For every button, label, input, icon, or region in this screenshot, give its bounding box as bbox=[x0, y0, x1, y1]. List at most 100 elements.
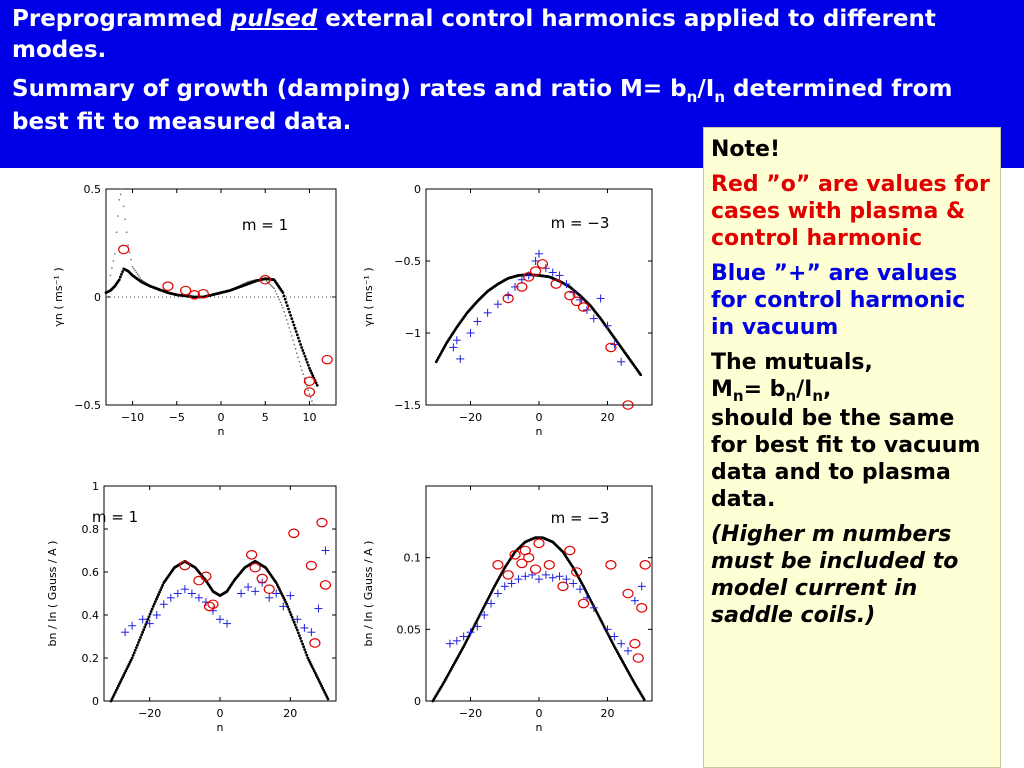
y-tick-label: 0 bbox=[92, 695, 99, 708]
vacuum-point bbox=[456, 354, 465, 363]
fit-curve-point bbox=[117, 278, 121, 282]
chart-mutual-m-3: 0 0.05 0.1 −20 0 20 n bn / In ( Gauss / A ) m = … bbox=[362, 485, 653, 734]
fit-curve-point bbox=[270, 285, 273, 287]
vacuum-point bbox=[449, 343, 458, 352]
plot-frame bbox=[105, 188, 337, 406]
plasma-point bbox=[188, 290, 201, 300]
vacuum-point bbox=[576, 295, 585, 304]
chart-mutual-m1: 0 0.2 0.4 0.6 0.8 1 −20 0 20 n bn / In ( Gauss / A… bbox=[46, 480, 337, 734]
fit-curve-point bbox=[309, 396, 312, 399]
vacuum-point bbox=[603, 321, 612, 330]
plasma-point bbox=[197, 288, 209, 299]
fit-curve-point bbox=[118, 199, 121, 201]
fit-curve-point bbox=[138, 275, 140, 277]
fit-curve-point bbox=[306, 363, 310, 367]
vacuum-point bbox=[507, 579, 516, 588]
fit-curve-point bbox=[156, 595, 159, 599]
fit-curve-point bbox=[109, 274, 112, 277]
vacuum-point bbox=[589, 314, 598, 323]
vacuum-point bbox=[555, 572, 564, 581]
fit-curve-point bbox=[326, 697, 330, 701]
y-axis-label: γn ( ms⁻¹ ) bbox=[52, 267, 65, 326]
vacuum-point bbox=[617, 357, 626, 366]
plasma-point bbox=[622, 400, 634, 410]
fit-curve-point bbox=[301, 369, 303, 371]
fit-curve-point bbox=[139, 635, 142, 639]
fit-curve-point bbox=[642, 697, 646, 701]
plasma-point bbox=[263, 584, 275, 594]
fit-curve-point bbox=[269, 283, 272, 286]
vacuum-point bbox=[251, 587, 260, 596]
vacuum-point bbox=[244, 583, 253, 592]
fit-curve-point bbox=[277, 295, 279, 298]
fit-curve-point bbox=[265, 280, 268, 282]
vacuum-point bbox=[562, 575, 571, 584]
fit-curve-point bbox=[283, 598, 287, 602]
vacuum-point bbox=[514, 575, 523, 584]
fit-curve-point bbox=[302, 645, 306, 649]
plasma-point bbox=[571, 567, 583, 577]
fit-curve-point bbox=[301, 349, 305, 352]
plasma-point bbox=[543, 560, 555, 570]
vacuum-point bbox=[535, 249, 543, 258]
fit-curve-point bbox=[135, 643, 139, 647]
x-tick-label: −5 bbox=[169, 411, 185, 424]
vacuum-point bbox=[314, 604, 323, 613]
note-box: Note! Red ”o” are values for cases with … bbox=[703, 127, 1001, 768]
fit-curve-point bbox=[129, 658, 133, 662]
plasma-point bbox=[305, 560, 317, 571]
fit-curve-point bbox=[133, 267, 135, 270]
fit-curve-point bbox=[291, 320, 295, 324]
fit-curve-point bbox=[266, 281, 269, 283]
y-tick-label: 1 bbox=[92, 480, 99, 493]
plasma-point bbox=[550, 279, 562, 289]
fit-curve-point bbox=[313, 671, 317, 675]
plasma-point bbox=[622, 588, 634, 599]
vacuum-point bbox=[504, 291, 513, 300]
fit-curve-point bbox=[275, 583, 279, 587]
fit-curve-point bbox=[284, 315, 287, 317]
fit-curve-point bbox=[310, 665, 314, 668]
mode-annotation: m = −3 bbox=[551, 509, 610, 527]
fit-curve-point bbox=[127, 244, 129, 246]
fit-curve-point bbox=[278, 298, 280, 301]
fit-curve-point bbox=[289, 613, 293, 616]
fit-curve-point bbox=[134, 646, 138, 650]
vacuum-point bbox=[637, 582, 646, 591]
x-tick-label: 0 bbox=[536, 411, 543, 424]
fit-curve-point bbox=[130, 258, 132, 261]
y-tick-label: −1 bbox=[405, 327, 421, 340]
plasma-point bbox=[118, 244, 130, 255]
fit-curve-point bbox=[125, 231, 128, 233]
vacuum-point bbox=[145, 619, 154, 628]
fit-curve-point bbox=[152, 602, 156, 606]
x-axis-label: n bbox=[536, 721, 543, 734]
fit-curve-point bbox=[280, 592, 283, 595]
x-axis-label: n bbox=[536, 425, 543, 438]
fit-curve-point bbox=[123, 671, 127, 675]
x-tick-label: 10 bbox=[302, 411, 316, 424]
plasma-point bbox=[629, 638, 641, 649]
x-axis-label: n bbox=[218, 425, 225, 438]
fit-curve-point bbox=[308, 660, 312, 664]
fit-curve-point bbox=[160, 586, 164, 589]
plasma-point bbox=[303, 387, 316, 397]
fit-curve-point bbox=[154, 597, 158, 601]
vacuum-point bbox=[487, 599, 496, 608]
fit-curve-point bbox=[113, 691, 117, 694]
y-tick-label: 0.4 bbox=[82, 609, 100, 622]
title-banner: Preprogrammed pulsed external control ha… bbox=[0, 0, 1024, 168]
vacuum-point bbox=[223, 619, 232, 628]
fit-curve-point bbox=[289, 331, 292, 333]
fit-curve-point bbox=[297, 356, 299, 359]
plasma-point bbox=[605, 342, 617, 353]
fit-curve-point bbox=[282, 596, 286, 600]
plasma-point bbox=[564, 290, 576, 301]
x-tick-label: 5 bbox=[262, 411, 269, 424]
vacuum-point bbox=[541, 570, 550, 579]
plasma-point bbox=[180, 285, 192, 296]
fit-curve-point bbox=[114, 688, 118, 692]
plasma-point bbox=[203, 601, 216, 612]
fit-curve-point bbox=[308, 393, 311, 395]
fit-curve-point bbox=[300, 346, 304, 349]
